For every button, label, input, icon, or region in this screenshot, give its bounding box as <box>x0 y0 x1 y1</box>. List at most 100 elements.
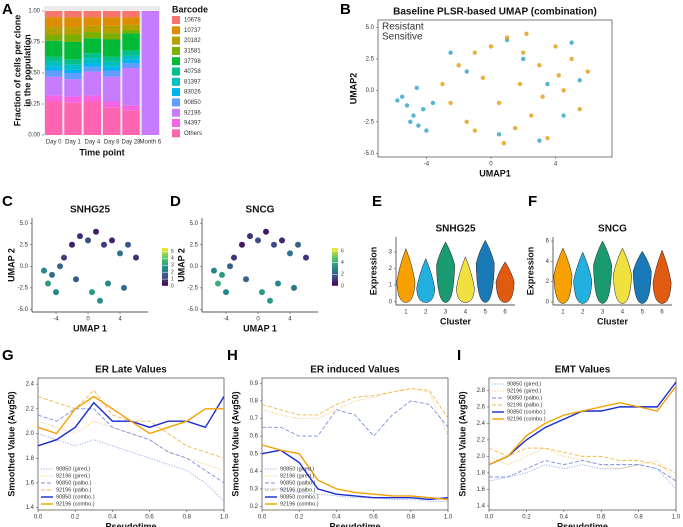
violin <box>396 247 416 303</box>
point <box>287 250 293 257</box>
y-tick-label: -5.0 <box>364 151 375 157</box>
x-tick-label: 0.2 <box>522 515 531 521</box>
legend-label: 90850 (gired.) <box>280 466 314 472</box>
y-tick-label: 0.3 <box>250 486 259 492</box>
point <box>440 81 445 87</box>
y-tick-label: 5.0 <box>190 221 199 227</box>
point <box>556 73 561 78</box>
y-tick-label: 6 <box>546 239 550 245</box>
bar-segment <box>64 41 82 60</box>
x-axis-label: Cluster <box>440 316 472 326</box>
legend-label: Sensitive <box>382 32 423 43</box>
legend-label: 90850 (palbo.) <box>280 480 316 486</box>
y-axis-label: Expression <box>368 247 378 296</box>
colorbar-label: 2 <box>171 270 174 276</box>
point <box>524 31 529 37</box>
point <box>577 107 582 112</box>
legend-label: 90850 (combo.) <box>56 494 95 500</box>
plot-frame <box>377 19 613 158</box>
line <box>488 447 677 474</box>
bar-segment <box>122 110 140 135</box>
x-tick-label: Day 8 <box>104 140 120 146</box>
point <box>456 63 461 68</box>
line <box>262 400 449 437</box>
x-tick-label: Month 6 <box>139 140 161 146</box>
legend-label: 92196 (palbo.) <box>280 487 316 493</box>
bar-segment <box>64 10 82 18</box>
bar-segment <box>122 59 140 64</box>
legend-label: 92196 (combo.) <box>507 416 546 422</box>
point <box>464 119 469 125</box>
legend-label: 81397 <box>184 79 201 85</box>
point <box>553 44 558 49</box>
y-tick-label: 0.00 <box>28 133 40 139</box>
x-tick-label: 4 <box>118 317 122 323</box>
bar-segment <box>122 68 140 106</box>
line <box>488 385 677 466</box>
point <box>41 267 47 274</box>
violin <box>593 240 612 304</box>
legend-label: Resistant <box>382 22 424 33</box>
y-tick-label: 2.8 <box>477 388 486 394</box>
panel-letter: G <box>2 347 14 364</box>
point <box>414 85 419 91</box>
bar-segment <box>44 76 63 96</box>
chart-title: SNCG <box>246 205 275 216</box>
point <box>472 50 478 55</box>
violin <box>436 241 455 303</box>
x-tick-label: 0.4 <box>560 515 569 521</box>
point <box>496 132 502 137</box>
legend-label: 92196 (gired.) <box>56 473 90 479</box>
x-tick-label: 5 <box>641 310 645 316</box>
legend-label: 92196 (palbo.) <box>56 487 92 493</box>
legend-label: 90850 (combo.) <box>280 494 319 500</box>
point <box>501 140 507 146</box>
y-tick-label: 0.6 <box>250 434 259 440</box>
point <box>545 81 550 87</box>
line <box>37 408 225 484</box>
line <box>37 420 225 471</box>
colorbar-label: 6 <box>341 248 344 254</box>
point <box>472 128 478 133</box>
x-axis-label: Time point <box>79 147 124 157</box>
y-axis-label: in the population <box>22 34 32 107</box>
legend-swatch <box>172 26 180 35</box>
point <box>61 254 67 261</box>
point <box>267 297 273 304</box>
legend-swatch <box>172 57 180 66</box>
chart-title: SNHG25 <box>435 224 475 235</box>
point <box>408 119 413 125</box>
legend-label: 90850 (gired.) <box>56 466 90 472</box>
legend-swatch <box>172 46 180 55</box>
legend-label: 10737 <box>184 28 201 34</box>
point <box>291 284 297 291</box>
violin <box>613 247 632 304</box>
legend-title: Barcode <box>172 4 208 14</box>
y-tick-label: 2.2 <box>26 406 35 412</box>
x-tick-label: 0.6 <box>369 515 378 521</box>
point <box>215 280 221 287</box>
bar-segment <box>122 10 140 18</box>
point <box>263 228 269 235</box>
x-axis-label: UMAP1 <box>479 168 511 178</box>
legend-label: 40758 <box>184 69 201 75</box>
bar-segment <box>102 66 121 71</box>
point <box>585 69 590 74</box>
y-tick-label: 2.4 <box>477 421 486 427</box>
legend-label: 90850 (palbo.) <box>56 480 92 486</box>
x-tick-label: 1.0 <box>444 515 453 521</box>
legend-swatch <box>172 16 180 24</box>
x-tick-label: 4 <box>464 310 468 316</box>
bar-segment <box>64 79 82 97</box>
x-axis-label: Pseudotime <box>105 521 156 527</box>
point <box>448 100 453 106</box>
point <box>404 103 410 108</box>
bar-segment <box>83 71 102 96</box>
point <box>53 289 59 296</box>
bar-segment <box>44 17 63 28</box>
bar-segment <box>64 72 82 80</box>
chart-title: EMT Values <box>555 365 611 376</box>
bar-segment <box>83 53 102 59</box>
point <box>45 280 51 287</box>
point <box>231 254 237 261</box>
